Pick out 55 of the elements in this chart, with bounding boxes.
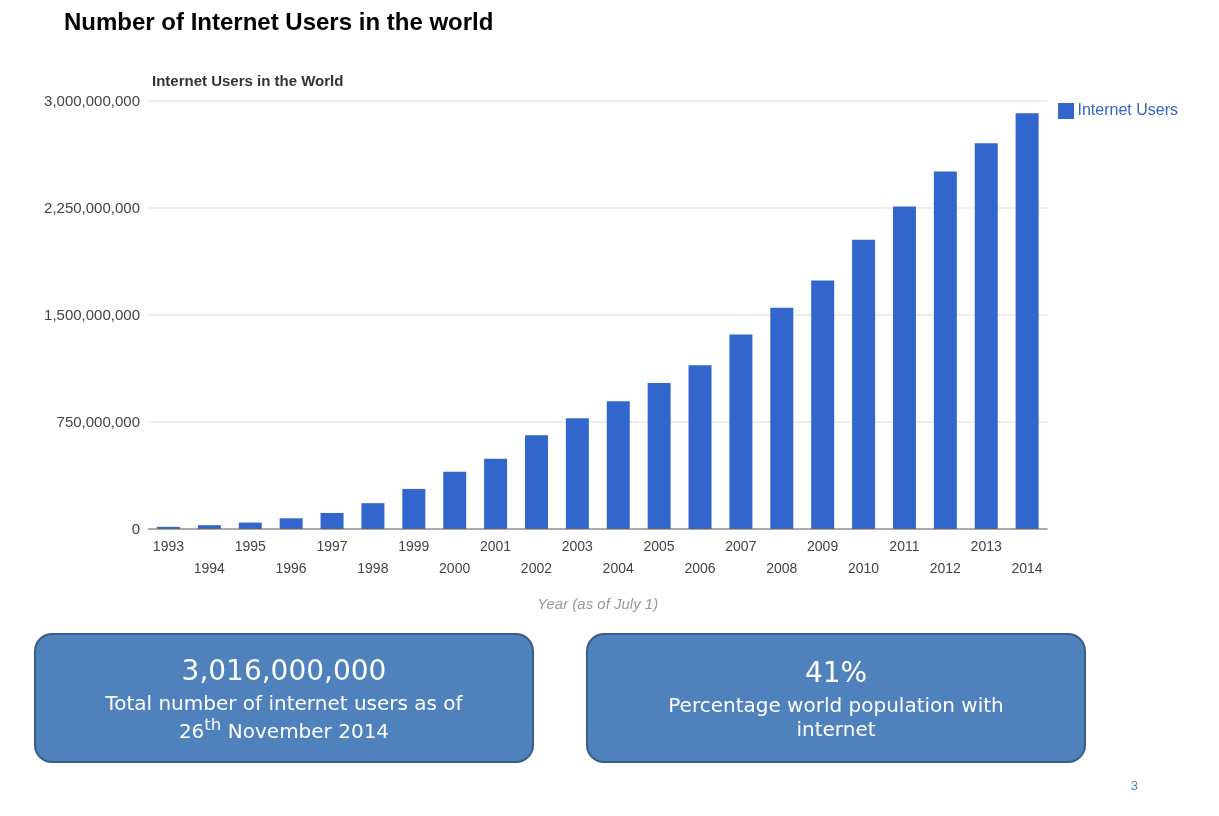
x-tick-label: 2003	[561, 538, 594, 554]
x-tick-label: 2014	[1011, 560, 1043, 576]
legend-label: Internet Users	[1077, 101, 1178, 118]
bar	[402, 488, 426, 529]
y-tick-label: 750,000,000	[56, 413, 140, 431]
x-tick-label: 2005	[643, 538, 675, 554]
x-tick-label: 1996	[275, 560, 307, 576]
x-tick-label: 2011	[889, 538, 920, 554]
x-tick-label: 1994	[193, 560, 226, 576]
chart-title: Number of Internet Users in the world	[64, 8, 495, 36]
bar	[1015, 113, 1039, 529]
x-tick-label: 1993	[152, 538, 185, 554]
y-tick-label: 2,250,000,000	[44, 199, 140, 217]
x-tick-label: 1998	[357, 560, 389, 576]
bar	[361, 503, 385, 529]
x-tick-label: 1997	[316, 538, 348, 554]
bar	[892, 206, 916, 529]
bar	[811, 280, 835, 529]
bar	[320, 513, 344, 529]
text: 41%	[803, 655, 869, 689]
x-tick-label: 2000	[439, 560, 471, 576]
text: 3,016,000,000	[180, 653, 388, 687]
x-tick-label: 2008	[766, 560, 798, 576]
x-tick-label: 2010	[847, 560, 880, 576]
x-tick-label: 2002	[520, 560, 553, 576]
x-tick-label: 2012	[929, 560, 962, 576]
bar	[729, 334, 753, 529]
x-tick-label: 1999	[398, 538, 430, 554]
text: Total number of internet users as of 26$^{th}$ November 2014	[104, 690, 464, 743]
bar	[688, 365, 712, 529]
y-tick-label: 1,500,000,000	[44, 306, 140, 324]
bar	[443, 471, 467, 529]
bar	[770, 307, 794, 529]
x-tick-label: 2006	[684, 560, 716, 576]
bar	[647, 383, 671, 529]
bar	[933, 171, 957, 529]
chart-subtitle: Internet Users in the World	[152, 72, 345, 89]
x-tick-label: 2013	[970, 538, 1002, 554]
x-tick-label: 2007	[725, 538, 757, 554]
x-tick-label: 1995	[234, 538, 266, 554]
bar	[974, 143, 998, 529]
x-axis-title: Year (as of July 1)	[537, 595, 659, 612]
bar	[565, 418, 589, 529]
x-tick-label: 2004	[602, 560, 634, 576]
x-tick-label: 2009	[807, 538, 839, 554]
text: Percentage world population with internet	[667, 692, 1005, 741]
bar	[524, 435, 548, 529]
y-tick-label: 3,000,000,000	[44, 92, 140, 110]
bar	[852, 239, 876, 529]
y-tick-label: 0	[131, 520, 140, 538]
bar	[484, 458, 508, 529]
x-tick-label: 2001	[479, 538, 512, 554]
bar	[279, 518, 303, 529]
text: 3	[1130, 778, 1138, 793]
bar	[606, 401, 630, 529]
